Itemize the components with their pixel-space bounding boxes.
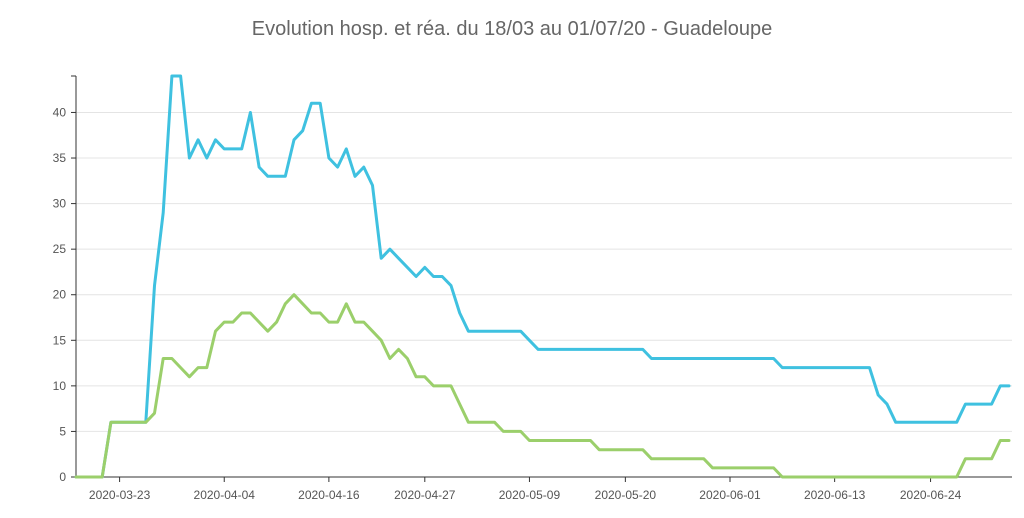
y-tick-label: 5 [59,424,66,438]
y-tick-label: 0 [59,470,66,484]
y-tick-label: 30 [53,197,67,211]
series-line-1 [74,74,1011,479]
x-tick-label: 2020-06-13 [804,488,866,502]
y-tick-label: 40 [53,105,67,119]
y-tick-label: 25 [53,242,67,256]
y-tick-label: 35 [53,151,67,165]
x-tick-label: 2020-04-16 [298,488,360,502]
x-tick-label: 2020-06-01 [699,488,761,502]
x-tick-label: 2020-05-20 [595,488,657,502]
x-tick-label: 2020-03-23 [89,488,151,502]
x-tick-label: 2020-06-24 [900,488,962,502]
x-tick-label: 2020-04-04 [194,488,256,502]
x-tick-label: 2020-04-27 [394,488,456,502]
y-tick-label: 20 [53,288,67,302]
series-line-2 [74,293,1011,479]
y-tick-label: 10 [53,379,67,393]
chart-title: Evolution hosp. et réa. du 18/03 au 01/0… [251,18,773,40]
y-tick-label: 15 [53,333,67,347]
x-tick-label: 2020-05-09 [499,488,561,502]
